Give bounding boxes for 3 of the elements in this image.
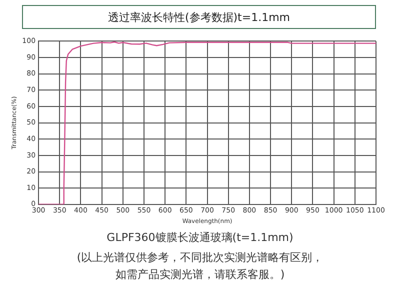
chart-title: 透过率波长特性(参考数据)t=1.1mm	[22, 5, 376, 29]
text: GLPF360镀膜长波通玻璃(t=1.1mm)	[106, 230, 294, 245]
text: (以上光谱仅供参考，不同批次实测光谱略有区别，如需产品实测光谱，请联系客服。)	[76, 250, 324, 283]
